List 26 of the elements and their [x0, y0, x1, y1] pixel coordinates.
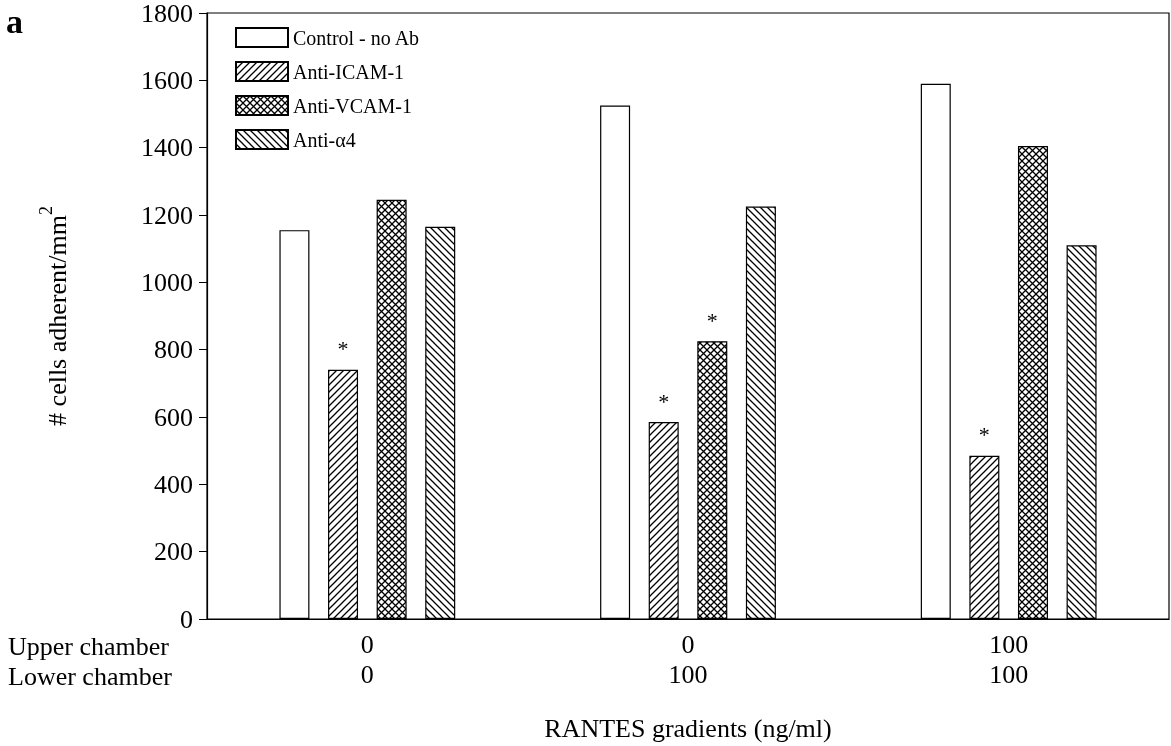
y-tick-label: 1800	[141, 0, 193, 28]
text: a	[6, 2, 23, 40]
text: Lower chamber	[8, 661, 173, 691]
legend-label: Anti-VCAM-1	[293, 94, 412, 117]
y-tick-label: 600	[154, 402, 193, 432]
y-tick-label: 200	[154, 537, 193, 567]
y-axis-title: # cells adherent/mm2	[36, 206, 72, 426]
text: Upper chamber	[8, 631, 170, 661]
legend-label: Anti-α4	[293, 128, 356, 151]
y-tick-label: 0	[180, 604, 193, 634]
x-tick-label: 0 100	[668, 629, 708, 689]
x-axis-title: RANTES gradients (ng/ml)	[544, 713, 832, 743]
legend-label: Anti-ICAM-1	[293, 60, 405, 83]
legend-label: Control - no Ab	[293, 26, 420, 49]
x-tick-label: 0 0	[360, 629, 374, 689]
y-tick-label: 1200	[141, 200, 193, 230]
data-label: *	[706, 307, 718, 333]
y-tick-label: 1600	[141, 65, 193, 95]
y-tick-label: 1000	[141, 267, 193, 297]
data-label: *	[337, 336, 349, 362]
x-tick-label: 100 100	[989, 629, 1029, 689]
y-tick-label: 800	[154, 335, 193, 365]
data-label: *	[658, 388, 670, 414]
data-label: *	[978, 422, 990, 448]
y-tick-label: 400	[154, 469, 193, 499]
y-tick-label: 1400	[141, 133, 193, 163]
